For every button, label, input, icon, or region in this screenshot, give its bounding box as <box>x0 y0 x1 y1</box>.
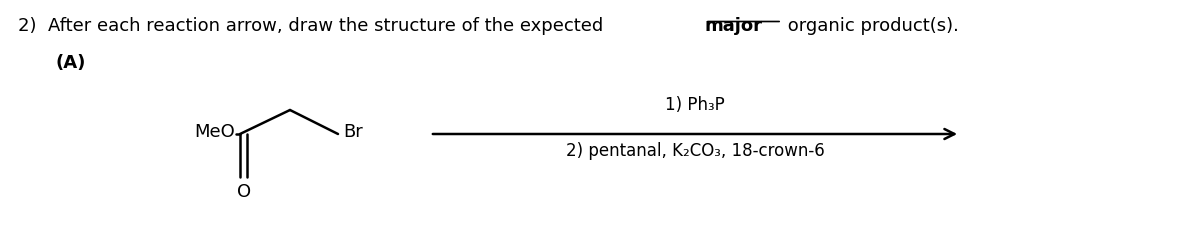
Text: MeO: MeO <box>194 123 235 141</box>
Text: 1) Ph₃P: 1) Ph₃P <box>665 96 725 114</box>
Text: O: O <box>236 183 251 201</box>
Text: major: major <box>706 17 763 35</box>
Text: organic product(s).: organic product(s). <box>782 17 959 35</box>
Text: 2)  After each reaction arrow, draw the structure of the expected: 2) After each reaction arrow, draw the s… <box>18 17 610 35</box>
Text: 2) pentanal, K₂CO₃, 18-crown-6: 2) pentanal, K₂CO₃, 18-crown-6 <box>565 142 824 160</box>
Text: Br: Br <box>343 123 362 141</box>
Text: (A): (A) <box>55 54 85 72</box>
